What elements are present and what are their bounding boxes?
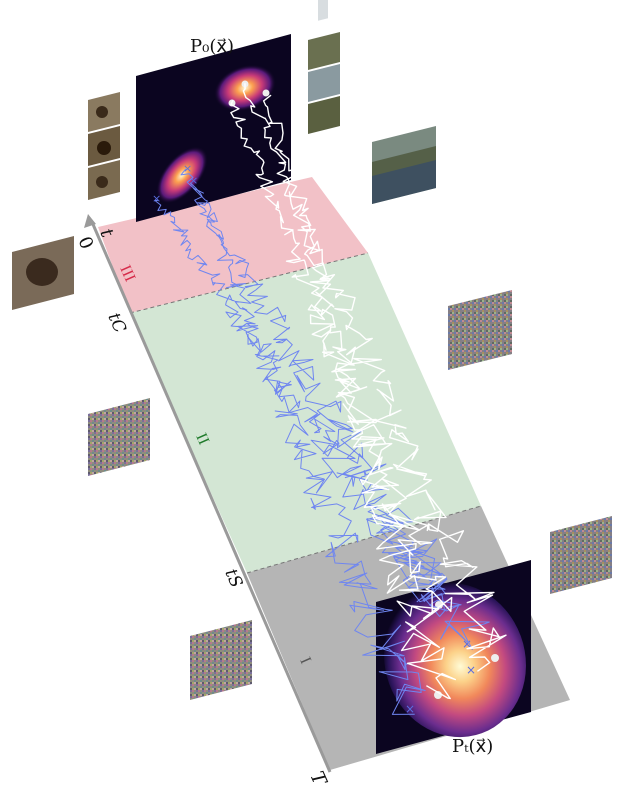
svg-text:×: × (183, 162, 192, 175)
trajectory-path (154, 199, 446, 611)
regime-III-band (98, 177, 368, 313)
waterfall-photo-tiles (308, 0, 340, 134)
noise-tile-1 (448, 290, 512, 370)
trajectory-path (180, 168, 490, 651)
trajectory-path (262, 94, 456, 700)
trajectory-path (230, 99, 453, 620)
bear-photo-tiles (88, 92, 120, 200)
pt-distribution-panel: × × × (376, 560, 531, 754)
svg-text:×: × (466, 663, 476, 677)
noise-tile-2 (88, 398, 150, 476)
lake-photo (372, 126, 436, 204)
axis-tc-label: tC (103, 310, 129, 336)
white-trajectories (230, 83, 507, 700)
regime-II-band (130, 253, 481, 573)
tc-divider (129, 252, 369, 314)
svg-text:×: × (462, 637, 472, 651)
p0-title: P₀(x⃗) (190, 36, 234, 57)
noise-tile-3 (550, 516, 612, 594)
svg-text:×: × (189, 174, 198, 187)
regime-III-label: III (116, 263, 138, 285)
axis-end-label: T (305, 768, 331, 790)
blue-trajectories (154, 168, 490, 715)
pt-title: Pₜ(x⃗) (452, 736, 493, 757)
regime-I-label: I (296, 655, 314, 667)
trajectory-path (242, 83, 507, 672)
time-axis-arrowhead (84, 214, 96, 228)
svg-text:×: × (405, 702, 415, 716)
p0-distribution-panel: × × × (136, 34, 291, 222)
trajectory-path (190, 182, 426, 715)
noise-tile-4 (190, 620, 252, 700)
axis-start-label: 0 (73, 233, 97, 252)
bear-noisy-photo (12, 236, 74, 310)
svg-text:×: × (152, 192, 161, 205)
ts-divider (246, 505, 482, 574)
time-axis (90, 221, 332, 773)
